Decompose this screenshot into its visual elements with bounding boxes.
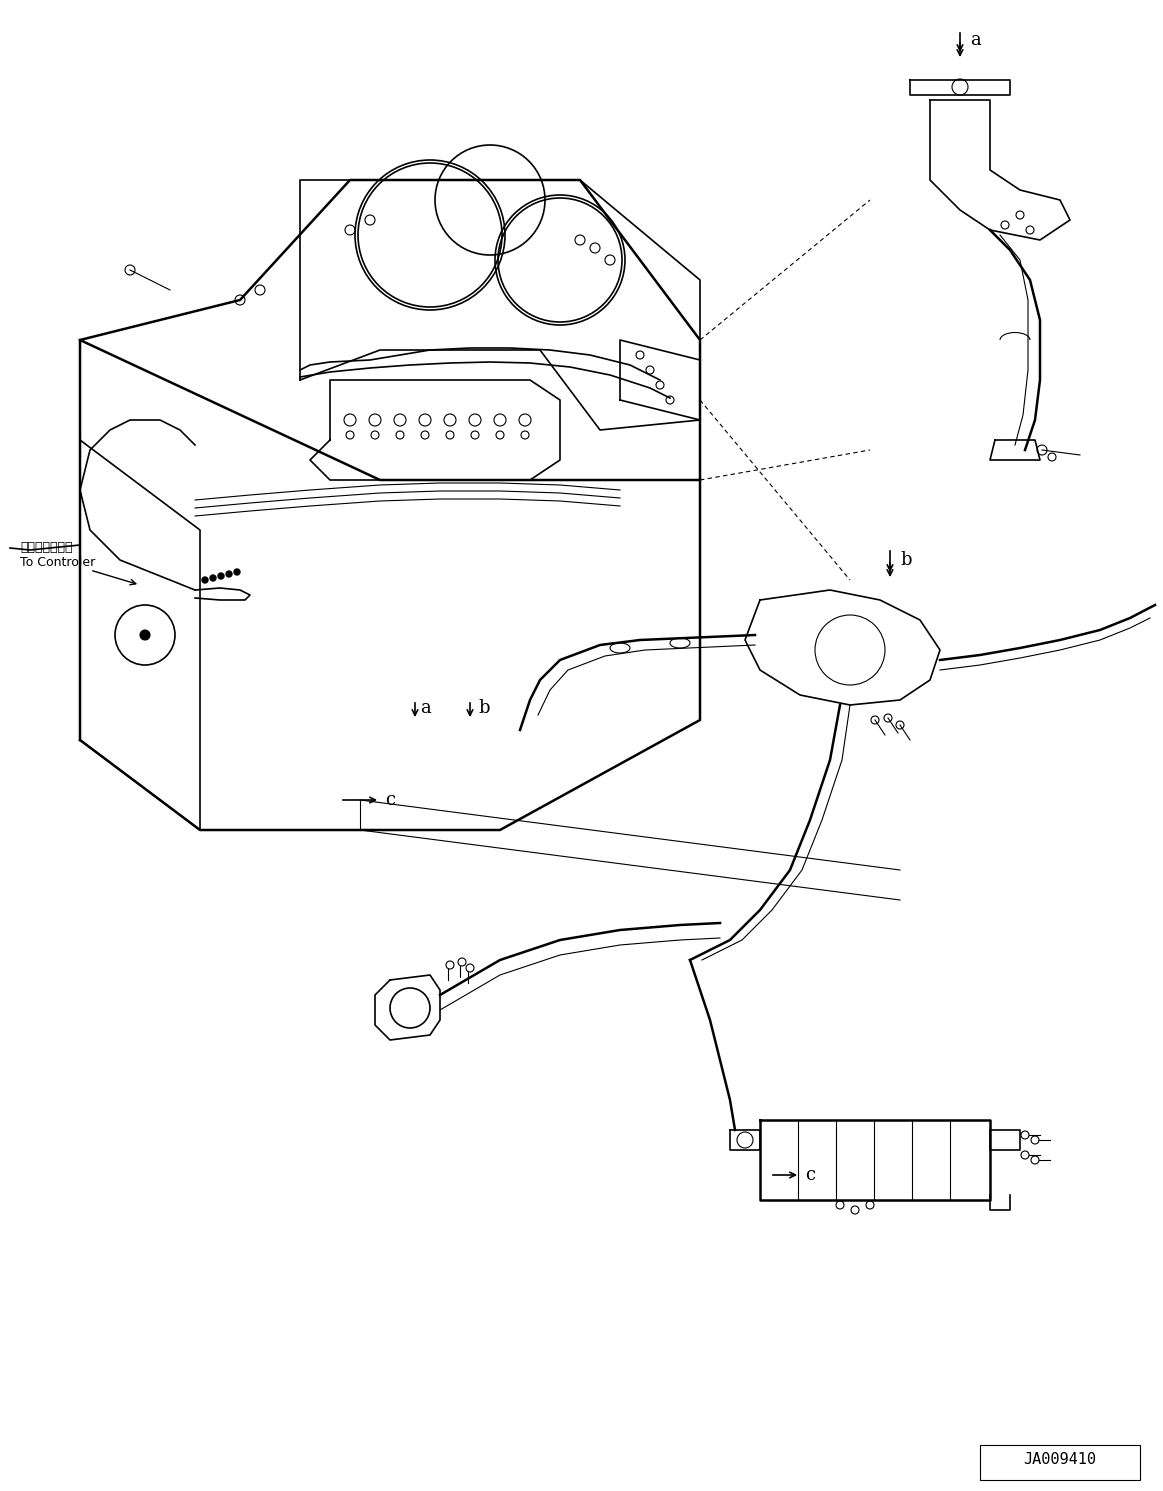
Text: c: c — [805, 1166, 815, 1184]
Circle shape — [234, 570, 240, 576]
Text: c: c — [385, 792, 395, 810]
Circle shape — [202, 577, 208, 583]
Text: b: b — [478, 699, 490, 717]
Text: コントローラへ
To Controler: コントローラへ To Controler — [20, 541, 95, 570]
Circle shape — [211, 576, 216, 581]
Text: b: b — [900, 552, 912, 570]
Bar — [980, 1445, 1140, 1481]
Text: a: a — [970, 31, 980, 49]
Text: JA009410: JA009410 — [1023, 1452, 1097, 1467]
Circle shape — [217, 573, 224, 579]
Text: a: a — [420, 699, 430, 717]
Circle shape — [226, 571, 231, 577]
Circle shape — [140, 631, 150, 640]
